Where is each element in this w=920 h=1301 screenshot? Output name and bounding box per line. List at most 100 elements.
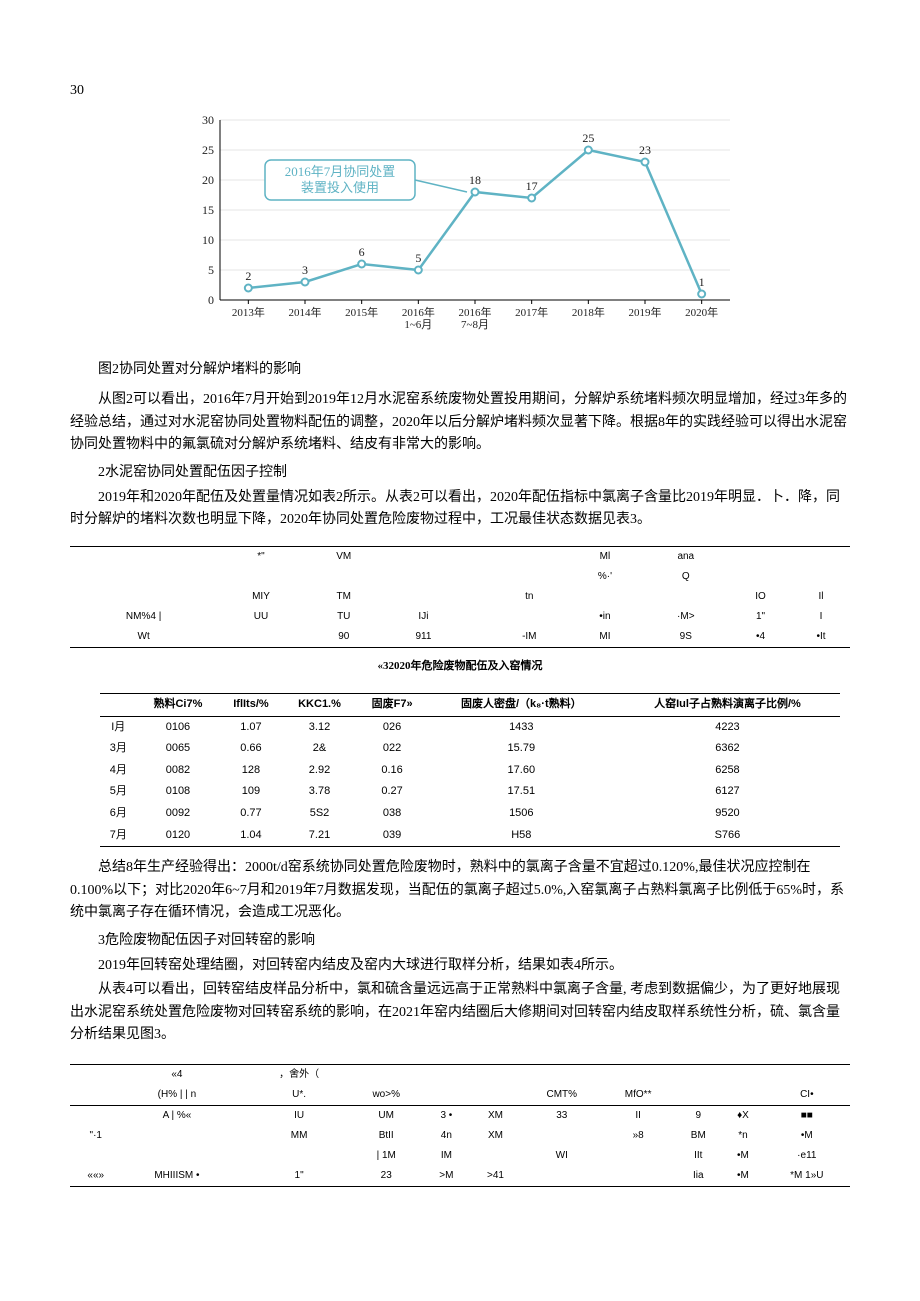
table2-cell: %·' <box>567 567 642 587</box>
table2-cell <box>217 567 304 587</box>
table2-cell <box>792 567 850 587</box>
svg-text:3: 3 <box>302 263 308 277</box>
table3-cell: 1506 <box>428 803 615 825</box>
table4-cell <box>602 1065 674 1086</box>
svg-text:2016年: 2016年 <box>402 305 435 319</box>
table2-cell <box>383 587 464 607</box>
table4-cell: *M 1»U <box>764 1166 850 1187</box>
table4-cell: »8 <box>602 1126 674 1146</box>
table4-cell <box>232 1106 249 1127</box>
table4-cell <box>70 1106 121 1127</box>
table3-header <box>100 694 137 717</box>
table4-cell: ，舍外（ <box>249 1065 349 1086</box>
table4-cell: wo>% <box>349 1085 423 1106</box>
table2-cell: 90 <box>305 627 383 648</box>
table3-cell: 17.51 <box>428 781 615 803</box>
table4-cell <box>232 1065 249 1086</box>
table3-cell: 0106 <box>137 716 220 738</box>
table2-cell: IO <box>729 587 792 607</box>
svg-text:2017年: 2017年 <box>515 305 548 319</box>
table3-cell: 9520 <box>615 803 840 825</box>
svg-text:17: 17 <box>526 179 538 193</box>
table4-cell: 33 <box>522 1106 602 1127</box>
table4-cell: XM <box>469 1126 521 1146</box>
table4-cell: CI• <box>764 1085 850 1106</box>
table4-cell <box>121 1126 232 1146</box>
table3-cell: 022 <box>356 738 427 760</box>
table2-cell: TU <box>305 607 383 627</box>
table3-header: 人窑Iul子占熟料演离子比例/% <box>615 694 840 717</box>
table4-cell <box>469 1065 521 1086</box>
table4-cell <box>232 1146 249 1166</box>
table-3: 熟料Ci7%IflIts/%KKC1.%固废F7»固废人密盘/（k₈·t熟料）人… <box>100 693 840 847</box>
table4-cell: •M <box>722 1166 763 1187</box>
svg-text:2016年7月协同处置: 2016年7月协同处置 <box>285 164 396 179</box>
paragraph-2: 2019年和2020年配伍及处置量情况如表2所示。从表2可以看出，2020年配伍… <box>70 487 850 532</box>
table4-cell <box>722 1085 763 1106</box>
table2-cell <box>729 546 792 567</box>
table4-cell: 4n <box>423 1126 469 1146</box>
table4-cell: ·e11 <box>764 1146 850 1166</box>
table3-cell: 0108 <box>137 781 220 803</box>
table2-cell: *" <box>217 546 304 567</box>
table2-cell <box>217 627 304 648</box>
table3-cell: S766 <box>615 825 840 847</box>
table4-cell: BtII <box>349 1126 423 1146</box>
table3-cell: 038 <box>356 803 427 825</box>
svg-text:1~6月: 1~6月 <box>404 319 432 331</box>
table4-cell: II <box>602 1106 674 1127</box>
table2-cell: MI <box>567 627 642 648</box>
table2-cell: -IM <box>491 627 567 648</box>
table4-cell <box>121 1146 232 1166</box>
table2-cell <box>464 627 491 648</box>
table4-cell: IU <box>249 1106 349 1127</box>
table4-cell <box>602 1146 674 1166</box>
table2-cell: Ml <box>567 546 642 567</box>
table2-cell: Q <box>643 567 730 587</box>
table2-cell: 1" <box>729 607 792 627</box>
table4-cell: ««» <box>70 1166 121 1187</box>
paragraph-3: 总结8年生产经验得出：2000t/d窑系统协同处置危险废物时，熟料中的氯离子含量… <box>70 857 850 924</box>
table4-cell: UM <box>349 1106 423 1127</box>
table3-cell: 0.27 <box>356 781 427 803</box>
svg-text:2018年: 2018年 <box>572 305 605 319</box>
table3-cell: H58 <box>428 825 615 847</box>
table2-cell <box>491 607 567 627</box>
table3-cell: 15.79 <box>428 738 615 760</box>
table4-cell <box>764 1065 850 1086</box>
table3-cell: I月 <box>100 716 137 738</box>
table4-cell <box>674 1065 722 1086</box>
table4-cell: (H% | | n <box>121 1085 232 1106</box>
table4-cell: IM <box>423 1146 469 1166</box>
svg-text:20: 20 <box>202 173 214 187</box>
table3-cell: 2.92 <box>283 760 357 782</box>
svg-text:2: 2 <box>245 269 251 283</box>
table4-cell <box>469 1146 521 1166</box>
table4-cell: XM <box>469 1106 521 1127</box>
table2-cell <box>729 567 792 587</box>
table3-cell: 17.60 <box>428 760 615 782</box>
table4-cell: MfO** <box>602 1085 674 1106</box>
table4-cell: IIt <box>674 1146 722 1166</box>
table2-cell: ana <box>643 546 730 567</box>
table4-cell <box>349 1065 423 1086</box>
svg-text:1: 1 <box>699 275 705 289</box>
table2-cell: Wt <box>70 627 217 648</box>
svg-text:6: 6 <box>359 245 365 259</box>
fig2-caption: 图2协同处置对分解炉堵料的影响 <box>70 359 850 381</box>
svg-text:2013年: 2013年 <box>232 305 265 319</box>
svg-text:10: 10 <box>202 233 214 247</box>
table3-cell: 1.04 <box>219 825 282 847</box>
table4-cell <box>469 1085 521 1106</box>
table2-cell: VM <box>305 546 383 567</box>
svg-text:7~8月: 7~8月 <box>461 319 489 331</box>
page-number: 30 <box>70 80 850 102</box>
table4-cell <box>423 1085 469 1106</box>
svg-text:30: 30 <box>202 113 214 127</box>
svg-text:2020年: 2020年 <box>685 305 718 319</box>
table3-cell: 2& <box>283 738 357 760</box>
table3-cell: 6362 <box>615 738 840 760</box>
table-3-title: «32020年危险废物配伍及入窑情况 <box>70 654 850 680</box>
table3-cell: 4月 <box>100 760 137 782</box>
section-2-title: 2水泥窑协同处置配伍因子控制 <box>70 462 850 484</box>
